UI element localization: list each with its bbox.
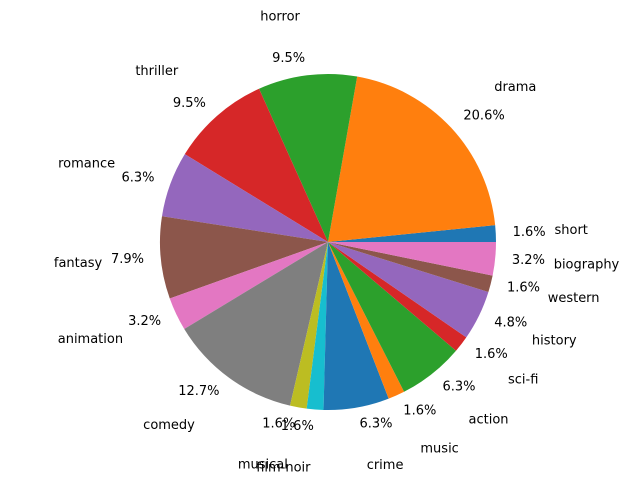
pct-label-romance: 6.3%	[121, 171, 154, 186]
category-label-short: short	[555, 223, 588, 238]
pie-slice-film-noir	[306, 242, 328, 410]
pct-label-biography: 3.2%	[512, 253, 545, 268]
pct-label-action: 6.3%	[443, 380, 476, 395]
pie-slice-comedy	[184, 242, 328, 406]
pct-label-horror: 9.5%	[272, 51, 305, 66]
category-label-romance: romance	[58, 156, 115, 171]
pie-slices	[159, 73, 497, 410]
pie-slice-musical	[290, 242, 328, 409]
category-label-musical: musical	[238, 458, 288, 473]
pct-label-crime: 6.3%	[360, 417, 393, 432]
category-label-western: western	[548, 291, 600, 306]
pct-label-comedy: 12.7%	[178, 384, 219, 399]
pct-label-musical: 1.6%	[262, 416, 295, 431]
category-label-sci-fi: sci-fi	[508, 373, 538, 388]
pie-slice-sci-fi	[328, 242, 467, 351]
category-label-animation: animation	[58, 332, 123, 347]
category-label-drama: drama	[494, 80, 536, 95]
pct-label-drama: 20.6%	[463, 109, 504, 124]
category-label-music: music	[420, 442, 458, 457]
category-label-film-noir: film-noir	[256, 461, 311, 476]
pie-slice-animation	[169, 242, 328, 329]
category-label-horror: horror	[260, 9, 300, 24]
pie-slice-short	[328, 225, 497, 242]
pct-label-animation: 3.2%	[128, 314, 161, 329]
pct-label-music: 1.6%	[403, 403, 436, 418]
pie-slice-western	[328, 242, 493, 292]
pct-label-history: 4.8%	[494, 315, 527, 330]
pct-label-thriller: 9.5%	[173, 96, 206, 111]
pie-slice-action	[328, 242, 457, 392]
category-label-history: history	[532, 334, 577, 349]
category-label-biography: biography	[554, 257, 620, 272]
pct-label-sci-fi: 1.6%	[475, 347, 508, 362]
category-label-fantasy: fantasy	[54, 256, 103, 271]
category-label-comedy: comedy	[143, 418, 195, 433]
pie-slice-horror	[259, 73, 358, 242]
category-label-crime: crime	[367, 458, 404, 473]
category-label-thriller: thriller	[135, 64, 179, 79]
pct-label-short: 1.6%	[513, 225, 546, 240]
pie-slice-drama	[328, 76, 496, 242]
pie-slice-crime	[323, 242, 389, 410]
pie-slice-thriller	[184, 88, 328, 242]
pct-label-fantasy: 7.9%	[111, 252, 144, 267]
pie-labels: 1.6% short 20.6% drama 9.5% horror 9.5% thrille…	[54, 9, 620, 475]
category-label-action: action	[469, 413, 509, 428]
pie-slice-fantasy	[159, 216, 328, 299]
pie-slice-music	[328, 242, 405, 399]
pie-slice-history	[328, 242, 489, 338]
pie-slice-biography	[328, 242, 496, 276]
pie-slice-romance	[161, 154, 328, 242]
pct-label-western: 1.6%	[507, 281, 540, 296]
pct-label-film-noir: 1.6%	[281, 419, 314, 434]
